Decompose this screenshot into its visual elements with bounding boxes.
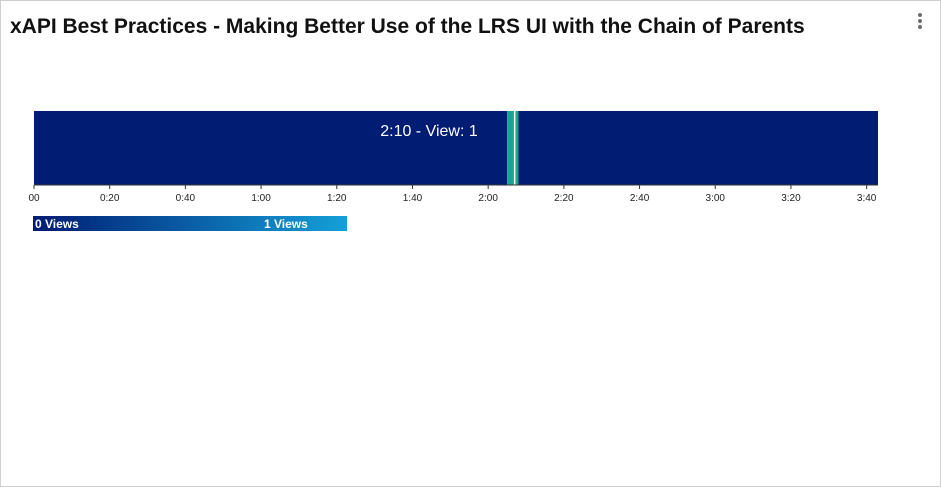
x-tick-label-6: 2:00 — [478, 193, 498, 204]
legend-max-label: 1 Views — [264, 217, 308, 231]
x-tick-label-3: 1:00 — [251, 193, 271, 204]
x-tick-label-11: 3:40 — [857, 193, 877, 204]
x-tick-label-0: 00 — [28, 193, 40, 204]
chart-title: xAPI Best Practices - Making Better Use … — [10, 15, 805, 38]
heatmap-segment-1[interactable] — [507, 111, 519, 185]
hover-label: 2:10 - View: 1 — [380, 123, 478, 140]
x-tick-label-1: 0:20 — [100, 193, 120, 204]
x-tick-label-10: 3:20 — [781, 193, 801, 204]
x-tick-label-7: 2:20 — [554, 193, 574, 204]
heatmap-segment-0[interactable] — [34, 111, 508, 185]
x-tick-label-4: 1:20 — [327, 193, 347, 204]
x-tick-label-5: 1:40 — [403, 193, 423, 204]
kebab-menu-icon[interactable] — [913, 13, 927, 35]
legend-gradient-bar — [33, 216, 347, 231]
legend-min-label: 0 Views — [35, 217, 79, 231]
x-tick-label-9: 3:00 — [706, 193, 726, 204]
heatmap-segment-2[interactable] — [518, 111, 878, 185]
x-tick-label-8: 2:40 — [630, 193, 650, 204]
x-tick-label-2: 0:40 — [176, 193, 196, 204]
